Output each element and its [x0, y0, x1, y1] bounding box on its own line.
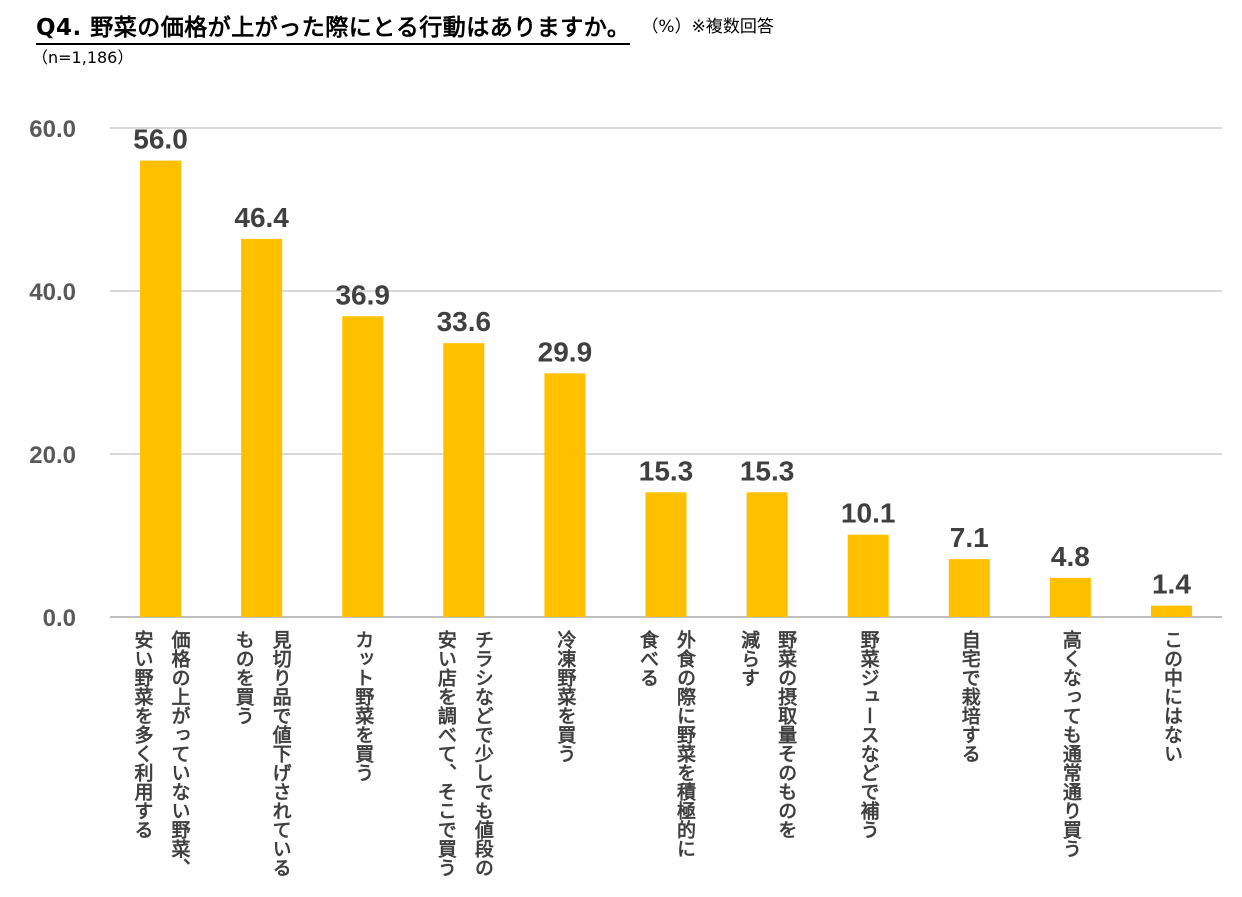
- bar: [645, 492, 687, 617]
- x-tick-label: 冷凍野菜を買う: [554, 630, 577, 763]
- x-tick-label: 野菜の摂取量そのものを 減らす: [738, 630, 798, 839]
- y-tick-label: 20.0: [29, 442, 76, 469]
- data-label: 36.9: [335, 279, 390, 310]
- data-label: 10.1: [841, 498, 896, 529]
- data-label: 29.9: [538, 336, 593, 367]
- bar: [746, 492, 788, 617]
- bar: [140, 160, 182, 617]
- title-row: Q4. 野菜の価格が上がった際にとる行動はありますか。 （%）※複数回答: [36, 8, 774, 45]
- x-tick-label: カット野菜を買う: [352, 630, 375, 782]
- x-tick-label: 外食の際に野菜を積極的に 食べる: [637, 630, 696, 858]
- y-tick-label: 40.0: [29, 279, 76, 306]
- data-label: 15.3: [639, 455, 694, 486]
- bar: [1049, 577, 1091, 617]
- data-label: 46.4: [234, 202, 289, 233]
- x-tick-label: 高くなっても通常通り買う: [1059, 630, 1082, 858]
- x-tick-label: 見切り品で値下げされている ものを買う: [232, 630, 292, 877]
- bar: [544, 373, 586, 617]
- bar: [241, 238, 283, 617]
- bar: [948, 559, 990, 617]
- x-tick-label: 自宅で栽培する: [958, 630, 981, 763]
- bar: [342, 316, 384, 617]
- x-tick-label: チラシなどで少しでも値段の 安い店を調べて、そこで買う: [434, 630, 494, 877]
- data-label: 33.6: [437, 306, 492, 337]
- y-tick-label: 60.0: [29, 116, 76, 143]
- bar: [847, 534, 889, 617]
- bar: [443, 343, 485, 617]
- sample-size: （n=1,186）: [32, 48, 134, 67]
- data-label: 7.1: [950, 522, 989, 553]
- x-tick-label: 野菜ジュースなどで補う: [857, 630, 880, 839]
- data-label: 1.4: [1152, 569, 1191, 600]
- y-tick-label: 0.0: [43, 605, 76, 632]
- data-label: 15.3: [740, 455, 795, 486]
- data-label: 56.0: [133, 124, 188, 155]
- x-tick-label: この中にはない: [1160, 630, 1183, 763]
- x-tick-label: 価格の上がっていない野菜、 安い野菜を多く利用する: [131, 630, 191, 877]
- bar: [1150, 605, 1192, 617]
- data-label: 4.8: [1051, 541, 1090, 572]
- unit-note: （%）※複数回答: [641, 17, 774, 37]
- chart-title: Q4. 野菜の価格が上がった際にとる行動はありますか。: [36, 8, 631, 45]
